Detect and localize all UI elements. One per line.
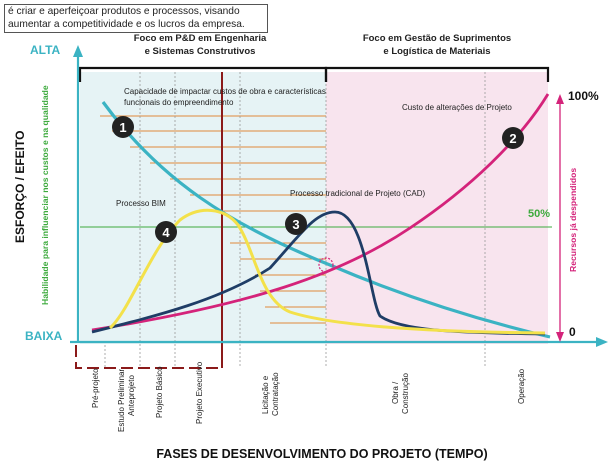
y-axis-title: ESFORÇO / EFEITO bbox=[13, 131, 27, 243]
right-series-label: Recursos já despendidos bbox=[568, 168, 578, 272]
series-3-cad-line bbox=[91, 210, 546, 336]
top-note: é criar e aperfeiçoar produtos e process… bbox=[4, 4, 268, 33]
marker-4-label: 4 bbox=[162, 225, 170, 240]
y-low-label: BAIXA bbox=[25, 329, 63, 343]
right-bottom-label: 0 bbox=[569, 325, 576, 339]
phase-label-obra-line2: Construção bbox=[401, 373, 410, 414]
x-axis-title: FASES DE DESENVOLVIMENTO DO PROJETO (TEM… bbox=[156, 447, 487, 461]
rd-region-bg bbox=[80, 72, 326, 344]
right-top-label: 100% bbox=[568, 89, 599, 103]
right-focus-line2: e Logística de Materiais bbox=[383, 46, 490, 57]
top-note-line2: aumentar a competitividade e os lucros d… bbox=[8, 18, 245, 30]
guide-lines bbox=[100, 115, 326, 324]
phase-label-licitacao-line1: Licitação e bbox=[261, 375, 270, 414]
y-axis-arrow bbox=[73, 45, 83, 57]
right-axis-arrow-top bbox=[556, 94, 564, 104]
y-high-label: ALTA bbox=[30, 43, 61, 57]
cad-annotation: Processo tradicional de Projeto (CAD) bbox=[290, 189, 426, 198]
marker-3-label: 3 bbox=[292, 217, 299, 232]
phase-label-licitacao-line2: Contratação bbox=[271, 372, 280, 416]
phase-label-projeto-executivo: Projeto Executivo bbox=[195, 361, 204, 424]
capacity-annotation-line1: Capacidade de impactar custos de obra e … bbox=[124, 87, 326, 96]
bim-annotation: Processo BIM bbox=[116, 199, 166, 208]
series-4-bim-line bbox=[108, 208, 546, 335]
right-focus-line1: Foco em Gestão de Suprimentos bbox=[363, 33, 511, 44]
marker-1-label: 1 bbox=[119, 120, 126, 135]
phase-separators bbox=[104, 72, 486, 368]
phase-label-obra-line1: Obra / bbox=[391, 381, 400, 404]
marker-3: 3 bbox=[285, 213, 307, 235]
x-axis-arrow bbox=[596, 337, 608, 347]
design-bracket bbox=[75, 345, 222, 369]
marker-4: 4 bbox=[155, 221, 177, 243]
phase-label-projeto-basico: Projeto Básico bbox=[155, 366, 164, 418]
marker-2-label: 2 bbox=[509, 131, 516, 146]
right-mid-label: 50% bbox=[528, 208, 550, 220]
capacity-annotation-line2: funcionais do empreendimento bbox=[124, 98, 234, 107]
phase-label-pre-projeto: Pré-projeto bbox=[91, 368, 100, 408]
left-series-label: Habilidade para influenciar nos custos e… bbox=[40, 85, 50, 305]
right-axis-arrow-bottom bbox=[556, 332, 564, 342]
marker-1: 1 bbox=[112, 116, 134, 138]
series-1-capacity-line bbox=[101, 101, 551, 339]
phase-label-operacao: Operação bbox=[517, 368, 526, 404]
marker-2: 2 bbox=[502, 127, 524, 149]
change-cost-annotation: Custo de alterações de Projeto bbox=[402, 103, 512, 112]
header-brackets bbox=[78, 66, 550, 82]
phase-label-estudo-line1: Estudo Preliminar bbox=[117, 369, 126, 432]
left-focus-line2: e Sistemas Construtivos bbox=[145, 46, 256, 57]
left-focus-line1: Foco em P&D em Engenharia bbox=[134, 33, 267, 44]
top-note-line1: é criar e aperfeiçoar produtos e process… bbox=[8, 6, 240, 17]
intersection-marker bbox=[318, 257, 334, 273]
phase-label-estudo-line2: Anteprojeto bbox=[127, 375, 136, 416]
